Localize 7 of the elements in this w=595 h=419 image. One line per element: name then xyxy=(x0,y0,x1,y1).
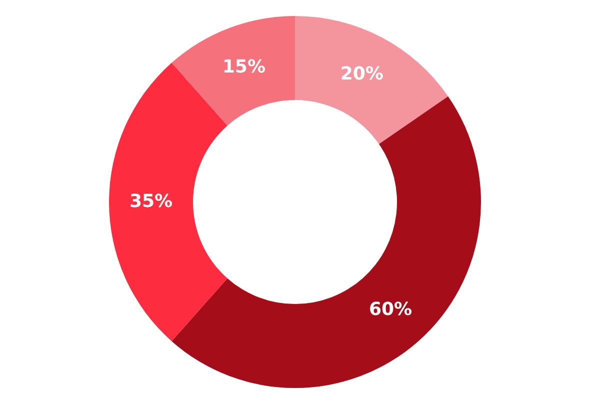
donut-slice xyxy=(172,16,295,126)
donut-slice xyxy=(172,96,481,388)
data-label: 35% xyxy=(129,191,173,212)
data-label: 20% xyxy=(340,63,384,84)
data-label: 15% xyxy=(222,56,266,78)
data-label: 60% xyxy=(368,298,412,320)
donut-slice xyxy=(295,16,448,144)
